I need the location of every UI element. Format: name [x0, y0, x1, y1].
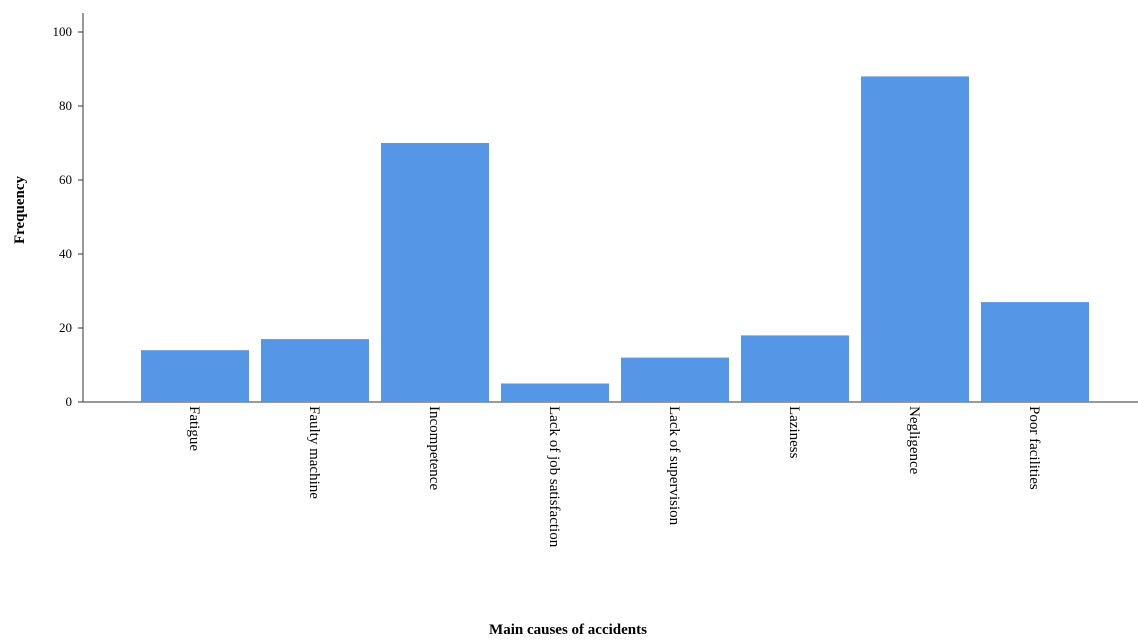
- y-tick-label: 100: [53, 24, 73, 39]
- y-tick-label: 0: [66, 394, 73, 409]
- x-axis: Fatigue Faulty machine Incompetence Lack of…: [83, 401, 1138, 638]
- y-axis-title: Frequency: [12, 175, 28, 244]
- bar-incompetence: [381, 143, 489, 402]
- x-category-label: Lack of job satisfaction: [546, 406, 562, 548]
- bar-lack-of-supervision: [621, 357, 729, 402]
- bar-fatigue: [141, 350, 249, 402]
- bar-laziness: [741, 335, 849, 402]
- x-category-label: Fatigue: [186, 406, 202, 451]
- y-axis-ticks: 0 20 40 60 80 100: [53, 24, 83, 409]
- y-tick-label: 80: [59, 98, 72, 113]
- bar-negligence: [861, 76, 969, 403]
- x-axis-title: Main causes of accidents: [489, 622, 647, 638]
- x-category-label: Laziness: [786, 406, 802, 459]
- bar-lack-of-job-satisfaction: [501, 383, 609, 402]
- bar-poor-facilities: [981, 302, 1089, 402]
- x-category-label: Faulty machine: [306, 406, 322, 499]
- x-category-label: Negligence: [906, 406, 922, 475]
- x-category-label: Poor facilities: [1026, 406, 1042, 490]
- x-axis-category-labels: Fatigue Faulty machine Incompetence Lack of…: [186, 406, 1042, 548]
- bars: [141, 76, 1089, 403]
- y-tick-label: 40: [59, 246, 72, 261]
- x-category-label: Incompetence: [426, 406, 442, 490]
- y-tick-label: 20: [59, 320, 72, 335]
- x-category-label: Lack of supervision: [666, 406, 682, 526]
- y-tick-label: 60: [59, 172, 72, 187]
- y-axis: 0 20 40 60 80 100 Frequency: [12, 13, 84, 409]
- bar-faulty-machine: [261, 339, 369, 402]
